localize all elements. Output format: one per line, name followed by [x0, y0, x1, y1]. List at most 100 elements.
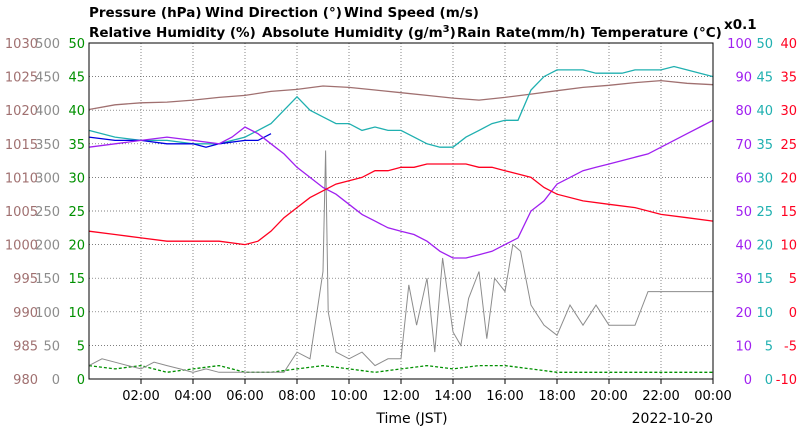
y-tick-label-temperature: 35: [780, 71, 797, 86]
x-tick-label: 18:00: [538, 389, 575, 404]
title-wind-direction: Wind Direction (°): [205, 5, 342, 21]
title-wind-speed: Wind Speed (m/s): [344, 5, 479, 21]
y-tick-label-pressure: 990: [13, 306, 38, 321]
y-tick-label-wind-speed: 50: [68, 37, 85, 52]
y-tick-label-temperature: 15: [780, 205, 797, 220]
y-tick-label-wind-direction: 150: [35, 272, 60, 287]
x-tick-label: 04:00: [174, 389, 211, 404]
y-tick-label-wind-direction: 250: [35, 205, 60, 220]
x-tick-label: 06:00: [226, 389, 263, 404]
y-tick-label-wind-direction: 50: [43, 339, 60, 354]
series: [88, 65, 714, 373]
series-line-rain-rate: [88, 133, 272, 148]
x-tick-label: 10:00: [330, 389, 367, 404]
y-tick-label-wind-direction: 0: [52, 373, 60, 388]
y-tick-label-wind-direction: 450: [35, 71, 60, 86]
y-tick-label-wind-speed: 10: [68, 306, 85, 321]
y-tick-label-pressure: 1030: [5, 37, 38, 52]
y-tick-label-wind-direction: 300: [35, 171, 60, 186]
series-line-wind-direction: [88, 150, 713, 373]
y-tick-label-relative-humidity: 50: [735, 205, 752, 220]
y-tick-label-temperature: 40: [780, 37, 797, 52]
x-tick-label: 22:00: [642, 389, 679, 404]
y-tick-label-pressure: 1020: [5, 104, 38, 119]
y-tick-label-pressure: 1005: [5, 205, 38, 220]
y-tick-label-absolute-humidity: 45: [756, 71, 773, 86]
y-tick-label-relative-humidity: 40: [735, 239, 752, 254]
x-tick-label: 16:00: [486, 389, 523, 404]
y-tick-label-temperature: 20: [780, 171, 797, 186]
title-pressure: Pressure (hPa): [89, 5, 202, 21]
title-rain-rate: Rain Rate(mm/h): [457, 25, 586, 41]
series-line-wind-speed: [88, 364, 713, 373]
y-tick-label-absolute-humidity: 10: [756, 306, 773, 321]
y-tick-label-absolute-humidity: 35: [756, 138, 773, 153]
y-tick-label-temperature: -10: [776, 373, 797, 388]
y-tick-label-temperature: 10: [780, 239, 797, 254]
x-tick-label: 14:00: [434, 389, 471, 404]
y-tick-label-temperature: 25: [780, 138, 797, 153]
x-tick-label: 20:00: [590, 389, 627, 404]
y-tick-label-pressure: 1015: [5, 138, 38, 153]
x-tick-label: 08:00: [278, 389, 315, 404]
y-tick-label-relative-humidity: 0: [744, 373, 752, 388]
y-tick-label-pressure: 1000: [5, 239, 38, 254]
y-tick-label-absolute-humidity: 0: [765, 373, 773, 388]
y-tick-label-pressure: 985: [13, 339, 38, 354]
x-tick-label: 02:00: [122, 389, 159, 404]
y-tick-label-absolute-humidity: 5: [765, 339, 773, 354]
y-tick-label-wind-speed: 30: [68, 171, 85, 186]
y-tick-label-relative-humidity: 10: [735, 339, 752, 354]
series-line-absolute-humidity: [88, 65, 714, 148]
y-tick-label-wind-direction: 350: [35, 138, 60, 153]
x-axis-label: Time (JST): [375, 411, 447, 427]
y-tick-label-wind-speed: 0: [77, 373, 85, 388]
y-tick-label-wind-speed: 5: [77, 339, 85, 354]
y-tick-label-relative-humidity: 80: [735, 104, 752, 119]
y-tick-label-absolute-humidity: 20: [756, 239, 773, 254]
y-tick-label-relative-humidity: 30: [735, 272, 752, 287]
y-tick-label-wind-speed: 35: [68, 138, 85, 153]
title-rain-scale: x0.1: [724, 17, 757, 33]
y-tick-label-relative-humidity: 70: [735, 138, 752, 153]
y-tick-label-temperature: 0: [789, 306, 797, 321]
y-tick-label-absolute-humidity: 40: [756, 104, 773, 119]
y-tick-label-wind-direction: 400: [35, 104, 60, 119]
y-tick-label-wind-speed: 45: [68, 71, 85, 86]
chart-date: 2022-10-20: [632, 411, 713, 427]
y-tick-label-absolute-humidity: 25: [756, 205, 773, 220]
y-tick-label-temperature: 30: [780, 104, 797, 119]
title-absolute-humidity: Absolute Humidity (g/m3): [262, 24, 456, 41]
y-tick-label-wind-speed: 40: [68, 104, 85, 119]
y-tick-label-relative-humidity: 60: [735, 171, 752, 186]
plot-frame: [88, 42, 714, 380]
y-tick-label-wind-direction: 500: [35, 37, 60, 52]
y-tick-label-temperature: 5: [789, 272, 797, 287]
y-tick-label-absolute-humidity: 15: [756, 272, 773, 287]
y-tick-label-relative-humidity: 90: [735, 71, 752, 86]
y-tick-label-absolute-humidity: 50: [756, 37, 773, 52]
y-tick-label-wind-direction: 200: [35, 239, 60, 254]
y-tick-label-relative-humidity: 100: [727, 37, 752, 52]
y-tick-label-wind-direction: 100: [35, 306, 60, 321]
x-tick-label: 00:00: [694, 389, 731, 404]
axes: 1030102510201015101010051000995990985980…: [5, 37, 797, 404]
y-tick-label-temperature: -5: [784, 339, 797, 354]
y-tick-label-wind-speed: 25: [68, 205, 85, 220]
y-tick-label-pressure: 1010: [5, 171, 38, 186]
title-relative-humidity: Relative Humidity (%): [89, 25, 256, 41]
title-temperature: Temperature (°C): [591, 25, 722, 41]
series-line-relative-humidity: [88, 119, 714, 259]
y-tick-label-wind-speed: 20: [68, 239, 85, 254]
y-tick-label-pressure: 980: [13, 373, 38, 388]
y-tick-label-relative-humidity: 20: [735, 306, 752, 321]
x-tick-label: 12:00: [382, 389, 419, 404]
series-line-temperature: [88, 163, 714, 246]
y-tick-label-absolute-humidity: 30: [756, 171, 773, 186]
series-line-pressure: [88, 79, 714, 111]
y-tick-label-pressure: 995: [13, 272, 38, 287]
y-tick-label-pressure: 1025: [5, 71, 38, 86]
grid: [89, 43, 713, 379]
